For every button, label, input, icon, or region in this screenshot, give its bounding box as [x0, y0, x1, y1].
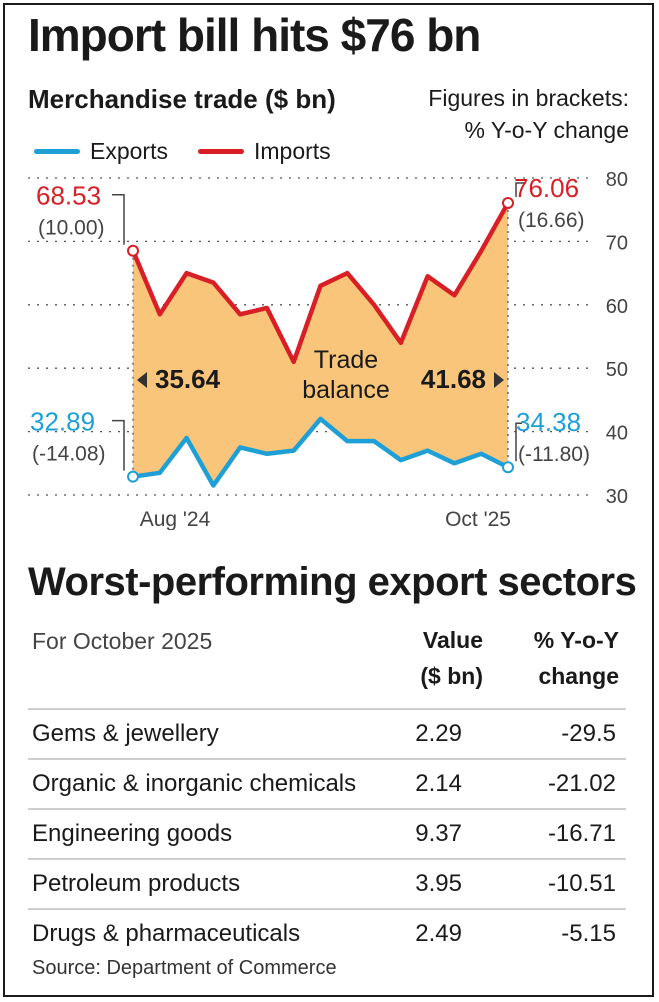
column-header-value: Value ($ bn): [383, 622, 483, 694]
sector-change: -21.02: [547, 770, 616, 797]
sector-name: Engineering goods: [32, 820, 233, 847]
table-row: Organic & inorganic chemicals 2.14 -21.0…: [28, 758, 626, 808]
column-header-change-line2: change: [538, 663, 619, 689]
exports-endpoint-marker: [127, 470, 139, 483]
figure-frame: [3, 3, 654, 997]
legend-label-imports: Imports: [253, 138, 331, 164]
sector-value: 2.29: [415, 720, 462, 747]
imports-endpoint-marker: [502, 196, 514, 209]
sector-name: Petroleum products: [32, 870, 241, 897]
legend-swatch-exports: [34, 149, 80, 154]
page-title: Import bill hits $76 bn: [28, 9, 481, 61]
imports-end-leader: [515, 182, 526, 197]
sector-change: -5.15: [561, 920, 616, 947]
chart-subtitle: Merchandise trade ($ bn): [28, 84, 336, 114]
exports-end-change: (-11.80): [518, 443, 590, 466]
exports-end-leader: [515, 422, 522, 462]
exports-start-change: (-14.08): [32, 443, 106, 466]
sector-value: 3.95: [415, 870, 462, 897]
sector-value: 9.37: [415, 820, 462, 847]
column-header-change: % Y-o-Y change: [499, 622, 619, 694]
trade-line-chart: 30 40 50 60 70 80 68.53 (10.00) 32.89 (-14.08) 76.…: [28, 169, 628, 530]
y-tick-label: 40: [606, 423, 628, 445]
sector-value: 2.14: [415, 770, 462, 797]
x-tick-label-start: Aug '24: [140, 508, 211, 530]
imports-start-leader: [112, 193, 125, 245]
y-tick-label: 70: [606, 232, 628, 254]
balance-end-value: 41.68: [421, 364, 486, 394]
y-tick-label: 60: [606, 296, 628, 318]
exports-start-leader: [112, 419, 125, 471]
imports-series-line: [130, 200, 511, 365]
table-row: Petroleum products 3.95 -10.51: [28, 858, 626, 908]
sector-change: -16.71: [547, 820, 616, 847]
column-header-change-line1: % Y-o-Y: [533, 627, 619, 653]
table-row: Drugs & pharmaceuticals 2.49 -5.15: [28, 908, 626, 958]
chart-legend: Exports Imports: [34, 138, 347, 165]
table-row: Engineering goods 9.37 -16.71: [28, 808, 626, 858]
bracket-note: Figures in brackets: % Y-o-Y change: [369, 82, 629, 146]
sector-value: 2.49: [415, 920, 462, 947]
column-header-value-line2: ($ bn): [420, 663, 483, 689]
balance-right-arrow: [494, 372, 504, 388]
column-header-value-line1: Value: [422, 627, 483, 653]
sector-change: -29.5: [561, 720, 616, 747]
sector-name: Drugs & pharmaceuticals: [32, 920, 301, 947]
x-tick-label-end: Oct '25: [445, 508, 511, 530]
sector-name: Organic & inorganic chemicals: [32, 770, 357, 797]
imports-endpoint-marker: [127, 244, 139, 257]
imports-start-value: 68.53: [36, 181, 101, 211]
legend-item-exports: Exports: [34, 138, 168, 165]
table-period: For October 2025: [32, 628, 213, 654]
sector-table: Gems & jewellery 2.29 -29.5 Organic & in…: [28, 708, 626, 958]
table-title: Worst-performing export sectors: [28, 560, 637, 604]
trade-balance-area: [133, 202, 508, 486]
sector-name: Gems & jewellery: [32, 720, 219, 747]
balance-label-line2: balance: [302, 376, 390, 404]
bracket-note-line1: Figures in brackets:: [428, 85, 629, 111]
exports-end-value: 34.38: [516, 407, 581, 437]
y-tick-label: 80: [606, 169, 628, 191]
y-tick-label: 50: [606, 359, 628, 381]
balance-label-line1: Trade: [314, 346, 378, 374]
exports-series-line: [130, 416, 511, 488]
exports-start-value: 32.89: [30, 407, 95, 437]
legend-label-exports: Exports: [90, 138, 168, 164]
imports-end-change: (16.66): [518, 209, 585, 232]
source-note: Source: Department of Commerce: [32, 957, 337, 979]
table-row: Gems & jewellery 2.29 -29.5: [28, 708, 626, 758]
legend-swatch-imports: [197, 149, 244, 154]
imports-end-value: 76.06: [514, 173, 579, 203]
sector-change: -10.51: [547, 870, 616, 897]
exports-endpoint-marker: [502, 461, 514, 474]
legend-item-imports: Imports: [197, 138, 331, 165]
balance-start-value: 35.64: [155, 364, 221, 394]
balance-left-arrow: [137, 372, 147, 388]
y-tick-label: 30: [606, 486, 628, 508]
bracket-note-line2: % Y-o-Y change: [464, 117, 629, 143]
imports-start-change: (10.00): [38, 217, 105, 240]
